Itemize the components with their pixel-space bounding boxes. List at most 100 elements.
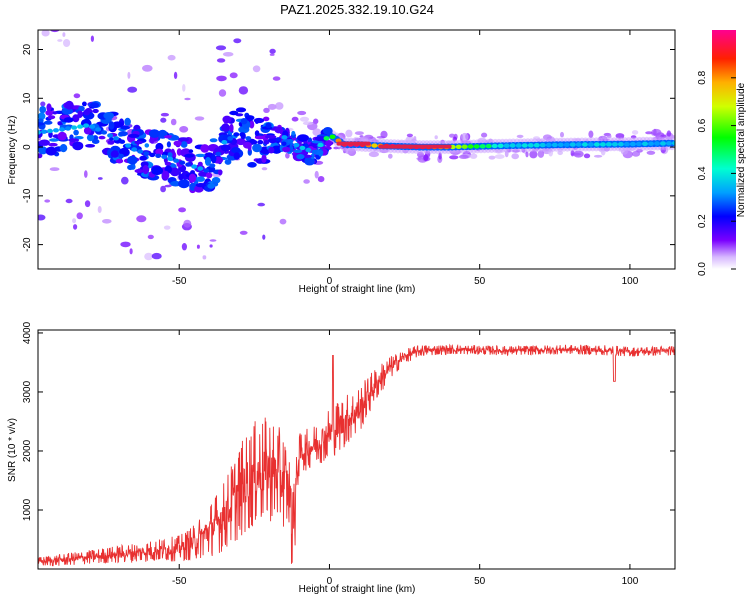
spectral-noise-blob [423,154,429,162]
colorbar-gradient [712,30,736,269]
spectral-ridge-point [479,144,486,149]
spectral-ridge-point [617,142,624,147]
spectral-noise-blob [120,241,131,248]
spectral-ridge-point [515,143,522,148]
spectral-blob [167,152,173,158]
spectral-noise-blob [147,234,154,240]
spectral-blob [107,140,115,145]
spectral-blob [249,120,255,129]
spectral-blob [296,154,305,160]
spectral-noise-blob [653,128,657,136]
spectral-blob [46,103,52,112]
spectral-ridge-point [311,149,318,155]
spectral-blob [38,118,44,124]
snr-frame [37,329,676,570]
spectral-blob [252,143,262,153]
spectral-ridge-point [563,142,570,147]
spectral-ridge-point [155,153,162,158]
spectral-blob [205,172,213,179]
spectrogram-y-tick-label: 20 [22,44,33,56]
spectral-blob [72,114,80,123]
spectral-noise-blob [297,110,307,116]
spectral-blob [109,137,114,141]
spectral-blob [211,177,221,184]
spectral-noise-blob [631,150,641,157]
spectral-blob [134,140,143,145]
snr-x-label: Height of straight line (km) [299,584,416,595]
spectral-ridge-point [125,143,132,148]
spectral-blob [211,154,217,164]
spectral-blob [229,110,239,116]
spectral-blob [52,111,58,115]
spectral-ridge-point [587,142,594,147]
spectral-noise-blob [645,131,653,135]
spectral-noise-blob [202,255,207,260]
colorbar-tick-label: 0.8 [697,70,708,84]
spectrogram-x-tick-label: 50 [474,276,486,287]
spectral-ridge-point [287,139,294,144]
spectrogram-y-tick-label: -20 [22,237,33,252]
spectral-noise-blob [49,167,60,172]
spectral-noise-blob [481,132,488,138]
spectral-noise-blob [182,84,186,92]
spectral-blob [217,169,223,176]
spectral-noise-blob [160,185,167,193]
spectral-blob [180,141,188,148]
spectral-noise-blob [76,212,83,220]
spectral-blob [144,143,150,148]
spectral-ridge-point [221,140,228,145]
spectral-blob [190,170,196,175]
spectral-blob [291,130,296,136]
spectral-blob [161,170,170,180]
spectral-noise-blob [63,39,71,47]
spectral-blob [91,139,100,144]
spectral-noise-blob [449,133,455,138]
spectral-ridge-point [623,142,630,147]
spectral-ridge-point [263,140,270,145]
snr-x-tick-label: -50 [172,576,187,587]
spectral-blob [49,138,59,142]
spectral-noise-blob [525,151,529,158]
spectrogram-y-tick-label: 0 [22,144,33,150]
spectral-ridge-point [467,144,474,149]
spectral-blob [224,159,232,165]
spectral-noise-blob [173,71,178,79]
spectral-blob [134,169,144,173]
spectral-blob [265,135,277,139]
spectral-ridge-point [605,142,612,147]
spectral-noise-blob [279,218,287,225]
colorbar: 0.0 0.2 0.4 0.6 0.8 Normalized spectral ampl… [697,30,747,276]
spectral-noise-blob [144,252,154,261]
spectral-noise-blob [262,234,266,240]
spectral-ridge-point [65,126,71,131]
spectral-ridge-point [551,142,558,148]
spectral-blob [170,180,182,187]
spectral-noise-blob [275,102,284,110]
spectral-noise-blob [62,32,66,37]
spectral-ridge-point [239,132,246,137]
spectral-ridge-point [137,149,144,154]
spectral-ridge-point [131,147,138,152]
spectral-noise-blob [121,176,129,185]
spectral-blob [124,117,131,126]
spectrogram-x-label: Height of straight line (km) [299,284,416,295]
spectral-noise-blob [263,107,270,113]
spectral-blob [77,110,83,118]
spectral-blob [171,135,180,141]
spectral-blob [247,162,257,168]
spectral-noise-blob [269,48,276,54]
spectral-noise-blob [646,150,656,155]
spectral-noise-blob [272,76,281,81]
spectral-blob [207,183,216,189]
spectral-noise-blob [529,150,538,159]
spectral-ridge-point [89,124,96,129]
spectral-noise-blob [252,65,261,73]
spectral-blob [38,153,43,159]
spectral-blob [196,176,205,182]
spectral-blob [170,167,180,177]
spectral-noise-blob [229,72,238,79]
spectral-noise-blob [129,248,133,255]
spectral-noise-blob [380,130,388,139]
spectral-noise-blob [314,170,319,179]
spectral-noise-blob [458,154,469,159]
